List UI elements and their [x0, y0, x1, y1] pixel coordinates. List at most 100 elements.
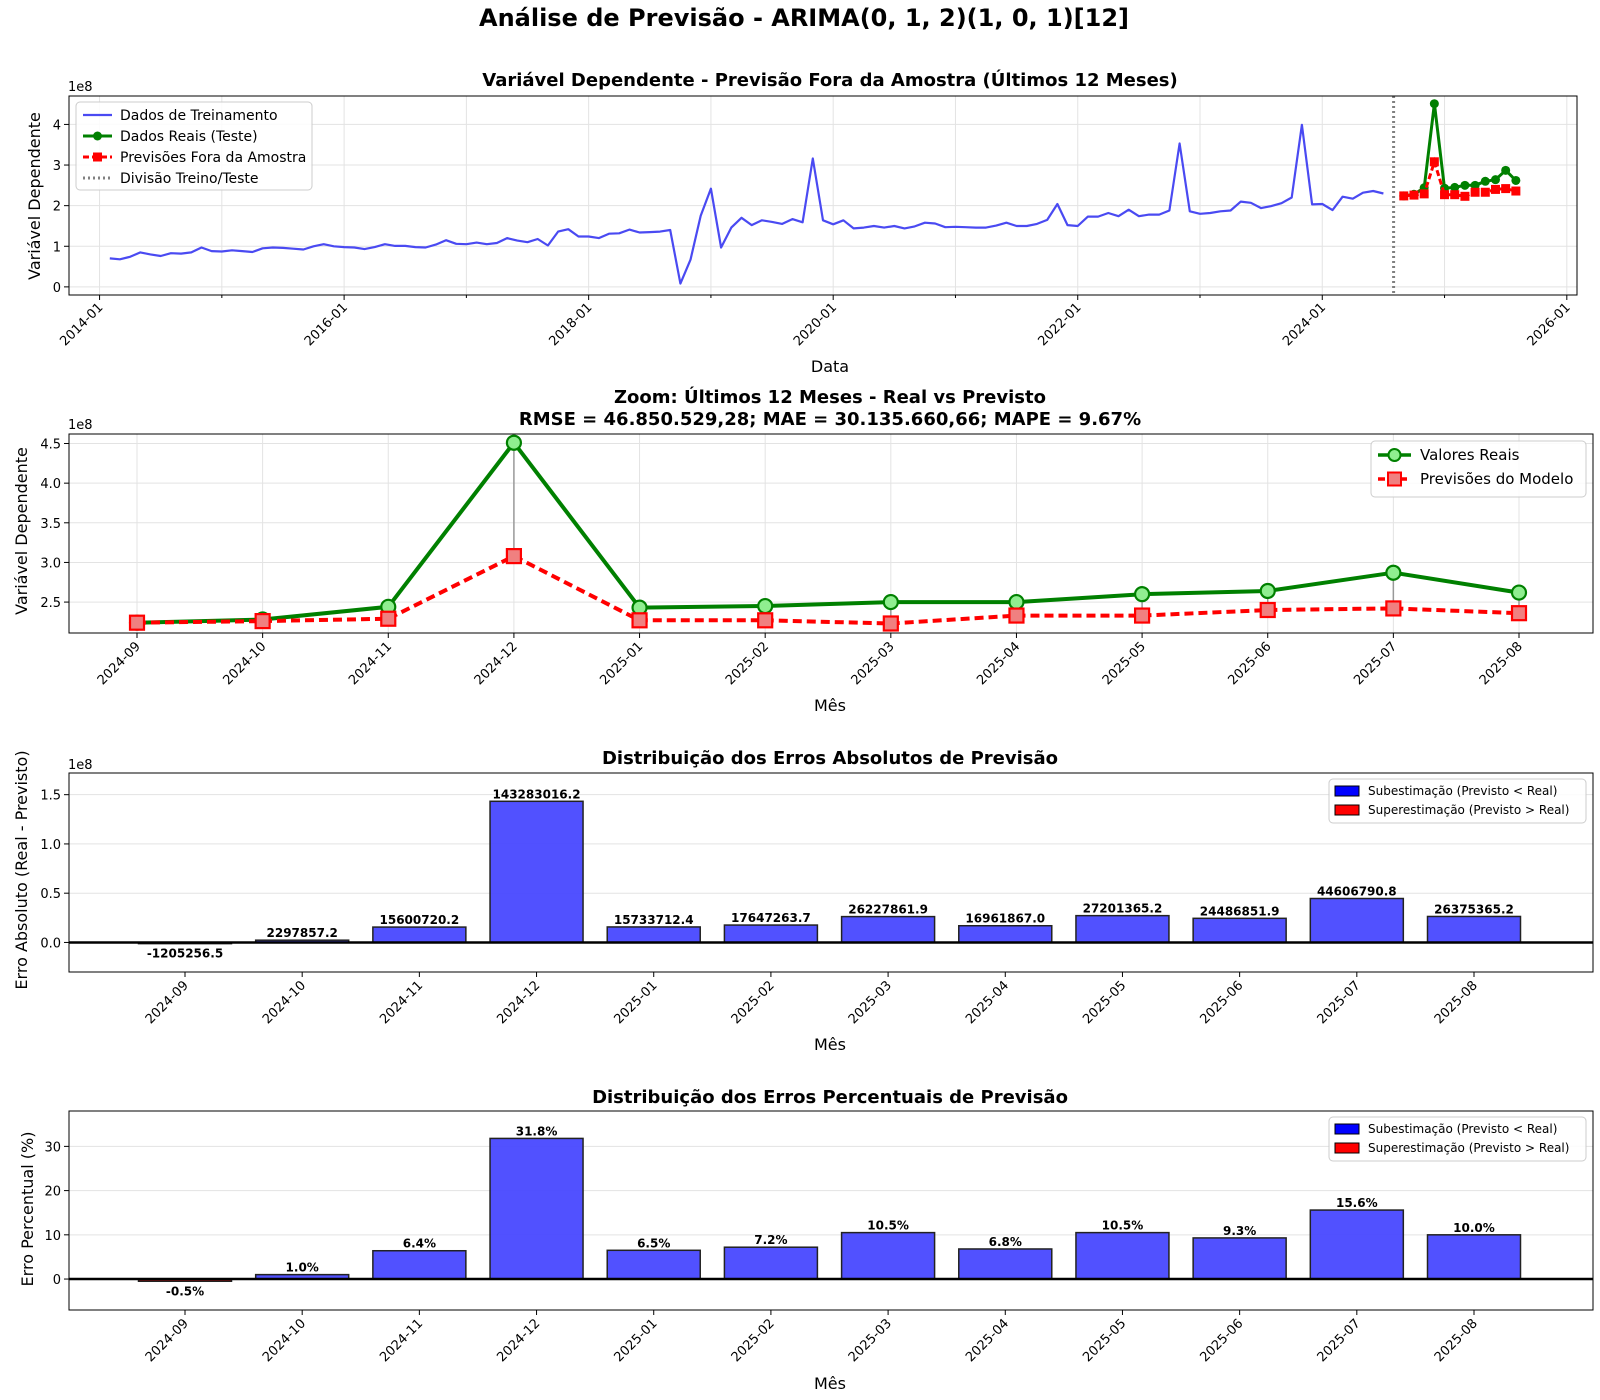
zoom-title: Zoom: Últimos 12 Meses - Real vs Previst…: [614, 386, 1046, 408]
overview-forecast-point-7: [1470, 187, 1480, 197]
pct-errors-legend: Subestimação (Previsto < Real) Superesti…: [1328, 1116, 1587, 1162]
abs-errors-bar-7: [958, 924, 1053, 944]
abs-errors-bar-label-7: 16961867.0: [965, 912, 1045, 926]
abs-errors-xlabel: Mês: [814, 1035, 846, 1054]
abs-legend-over-label: Superestimação (Previsto > Real): [1368, 803, 1569, 817]
overview-title: Variável Dependente - Previsão Fora da A…: [482, 69, 1178, 91]
abs-errors-ytick-label-2: 1.0: [40, 838, 61, 853]
zoom-offset-label: 1e8: [68, 418, 93, 433]
abs-errors-ytick-label-3: 1.5: [40, 789, 61, 804]
pct-errors-bar-9: [1192, 1237, 1287, 1280]
pct-errors-bar-label-0: -0.5%: [166, 1284, 204, 1298]
overview-xtick-label-4: 2022-01: [1036, 300, 1085, 349]
overview-xlabel: Data: [811, 357, 849, 376]
pct-errors-axes-frame: [68, 1110, 1594, 1311]
abs-errors-xtick-label-0: 2024-09: [143, 978, 192, 1027]
overview-forecast-point-1: [1409, 190, 1419, 200]
overview-forecast-point-6: [1460, 191, 1470, 201]
pct-errors-xtick-label-10: 2025-07: [1315, 1316, 1364, 1365]
legend-forecast-marker: [93, 152, 102, 162]
abs-errors-xtick-label-11: 2025-08: [1432, 978, 1481, 1027]
abs-errors-xtick-label-2: 2024-11: [377, 978, 426, 1027]
pct-errors-bar-10: [1309, 1209, 1405, 1280]
zoom-plot-area: [128, 434, 1528, 632]
overview-real-point-8: [1480, 176, 1490, 186]
abs-errors-bar-2: [372, 926, 467, 944]
zoom-legend: Valores Reais Previsões do Modelo: [1370, 440, 1587, 498]
zoom-real-point-8: [1133, 586, 1151, 603]
abs-errors-plot-area: -1205256.5 2297857.2 15600720.2 143283016.2…: [69, 787, 1593, 961]
abs-errors-ylabel: Erro Absoluto (Real - Previsto): [12, 750, 31, 989]
zoom-forecast-point-1: [254, 613, 271, 630]
overview-real-point-6: [1460, 180, 1470, 190]
abs-errors-legend-box: [1328, 778, 1587, 824]
zoom-xtick-label-2: 2024-11: [346, 639, 395, 688]
abs-errors-ytick-label-0: 0.0: [40, 936, 61, 951]
overview-offset-label: 1e8: [68, 80, 93, 95]
legend-real-marker: [93, 131, 102, 141]
legend-real-label: Dados Reais (Teste): [120, 129, 258, 145]
overview-real-point-11: [1511, 175, 1521, 185]
legend-split-label: Divisão Treino/Teste: [120, 171, 259, 187]
pct-errors-xtick-label-8: 2025-05: [1080, 1316, 1129, 1365]
zoom-forecast-point-3: [505, 547, 523, 565]
overview-train-line: [109, 123, 1384, 285]
abs-errors-bar-9: [1192, 917, 1287, 944]
abs-errors-ytick-label-1: 0.5: [40, 887, 61, 902]
abs-errors-bar-5: [723, 924, 819, 944]
pct-errors-bar-4: [606, 1249, 701, 1280]
zoom-real-point-11: [1510, 584, 1528, 601]
zoom-ytick-label-0: 2.5: [40, 596, 61, 611]
zoom-forecast-point-0: [128, 614, 146, 631]
overview-forecast-point-4: [1440, 190, 1450, 200]
pct-errors-xtick-label-3: 2024-12: [494, 1316, 543, 1365]
abs-errors-bar-label-9: 24486851.9: [1200, 904, 1280, 918]
zoom-forecast-point-6: [882, 615, 899, 632]
zoom-axes-frame: [68, 433, 1594, 634]
pct-errors-ytick-label-0: 0: [53, 1273, 61, 1288]
legend-forecast-label: Previsões Fora da Amostra: [120, 150, 306, 166]
zoom-forecast-point-8: [1133, 607, 1151, 624]
overview-xtick-label-5: 2024-01: [1280, 300, 1329, 349]
pct-errors-bar-label-1: 1.0%: [286, 1261, 319, 1275]
zoom-forecast-point-5: [757, 612, 774, 629]
abs-errors-bar-label-8: 27201365.2: [1083, 902, 1163, 916]
pct-errors-bar-label-3: 31.8%: [516, 1124, 558, 1138]
pct-errors-xtick-label-0: 2024-09: [143, 1316, 192, 1365]
pct-errors-bar-label-4: 6.5%: [637, 1236, 670, 1250]
pct-errors-bar-label-2: 6.4%: [403, 1237, 436, 1251]
pct-errors-bar-6: [840, 1231, 936, 1280]
overview-plot-area: [109, 96, 1521, 295]
zoom-real-point-9: [1259, 582, 1276, 600]
overview-ytick-label-0: 0: [53, 281, 61, 296]
zoom-xtick-label-7: 2025-04: [974, 639, 1023, 688]
abs-errors-xtick-label-1: 2024-10: [260, 978, 309, 1027]
overview-real-point-5: [1450, 182, 1460, 192]
pct-errors-bar-label-5: 7.2%: [754, 1233, 787, 1247]
abs-errors-xtick-label-7: 2025-04: [963, 978, 1012, 1027]
abs-errors-bar-11: [1426, 915, 1522, 944]
figure-title: Análise de Previsão - ARIMA(0, 1, 2)(1, …: [479, 4, 1129, 32]
abs-errors-offset-label: 1e8: [68, 758, 93, 773]
zoom-ytick-label-4: 4.5: [40, 438, 61, 453]
zoom-forecast-point-11: [1510, 605, 1528, 622]
abs-errors-xtick-label-10: 2025-07: [1315, 978, 1364, 1027]
abs-errors-title: Distribuição dos Erros Absolutos de Prev…: [602, 748, 1058, 769]
pct-errors-bar-8: [1075, 1231, 1170, 1280]
overview-ytick-label-1: 1: [53, 240, 61, 255]
legend-train-label: Dados de Treinamento: [120, 108, 278, 124]
zoom-real-point-3: [505, 434, 523, 451]
zoom-real-point-6: [882, 593, 899, 611]
zoom-xtick-label-10: 2025-07: [1351, 639, 1400, 688]
abs-errors-xtick-label-9: 2025-06: [1197, 978, 1246, 1027]
abs-errors-axes-frame: [68, 772, 1594, 973]
overview-real-point-10: [1501, 165, 1511, 175]
abs-errors-bar-label-10: 44606790.8: [1317, 885, 1397, 899]
abs-errors-bar-label-5: 17647263.7: [731, 911, 811, 925]
pct-errors-xlabel: Mês: [814, 1374, 846, 1393]
abs-errors-bar-8: [1075, 914, 1170, 944]
zoom-real-point-7: [1008, 593, 1025, 611]
overview-forecast-point-0: [1399, 191, 1409, 201]
zoom-xtick-label-8: 2025-05: [1100, 639, 1149, 688]
